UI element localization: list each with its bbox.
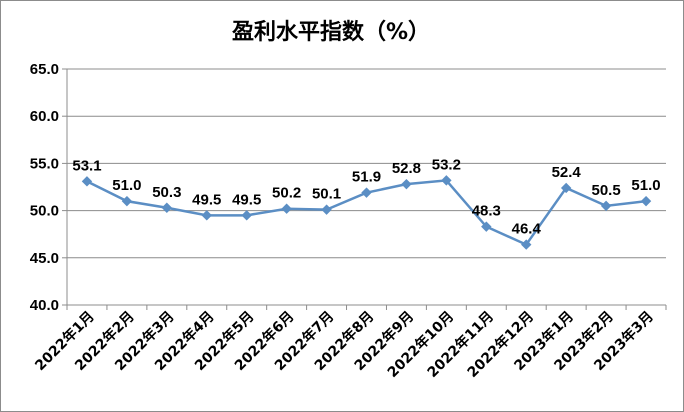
data-point-marker (521, 239, 532, 250)
series-markers (81, 175, 652, 250)
data-label: 49.5 (232, 191, 261, 208)
data-label: 51.0 (112, 177, 141, 194)
y-axis-tick-labels: 40.0 45.0 50.0 55.0 60.0 65.0 (30, 61, 59, 314)
data-label: 50.2 (272, 185, 301, 202)
data-label: 53.2 (432, 156, 461, 173)
data-point-marker (81, 176, 93, 187)
y-tick-label: 50.0 (30, 203, 59, 220)
y-tick-label: 55.0 (30, 155, 59, 172)
data-point-marker (201, 210, 212, 221)
data-point-marker (600, 200, 612, 212)
data-label: 50.1 (312, 186, 341, 203)
data-point-marker (481, 221, 492, 232)
data-point-marker (281, 203, 292, 214)
data-label: 51.0 (631, 177, 660, 194)
data-label: 48.3 (472, 203, 501, 220)
data-point-marker (321, 204, 332, 215)
chart-title: 盈利水平指数（%） (231, 19, 430, 45)
y-tick-label: 60.0 (30, 108, 59, 125)
data-label: 52.4 (552, 164, 582, 181)
data-label: 50.3 (152, 184, 181, 201)
y-tick-label: 45.0 (30, 250, 59, 267)
data-point-marker (361, 187, 372, 198)
data-labels: 53.1 51.0 50.3 49.5 49.5 50.2 50.1 51.9 52.8 53.2… (72, 156, 660, 237)
data-point-marker (401, 178, 412, 190)
data-label: 50.5 (591, 182, 620, 199)
data-point-marker (161, 202, 173, 213)
data-point-marker (121, 195, 133, 207)
data-point-marker (640, 195, 652, 207)
axes (62, 68, 667, 310)
y-tick-label: 40.0 (30, 297, 59, 314)
data-label: 51.9 (352, 169, 381, 186)
data-label: 53.1 (72, 157, 101, 174)
data-point-marker (560, 182, 572, 194)
data-label: 52.8 (392, 160, 421, 177)
data-label: 49.5 (192, 191, 221, 208)
y-tick-label: 65.0 (30, 61, 59, 78)
x-axis-tick-labels: 2022年1月2022年2月2022年3月2022年4月2022年5月2022年… (32, 308, 657, 381)
data-point-marker (441, 175, 452, 186)
data-label: 46.4 (512, 221, 542, 238)
data-point-marker (241, 210, 252, 221)
